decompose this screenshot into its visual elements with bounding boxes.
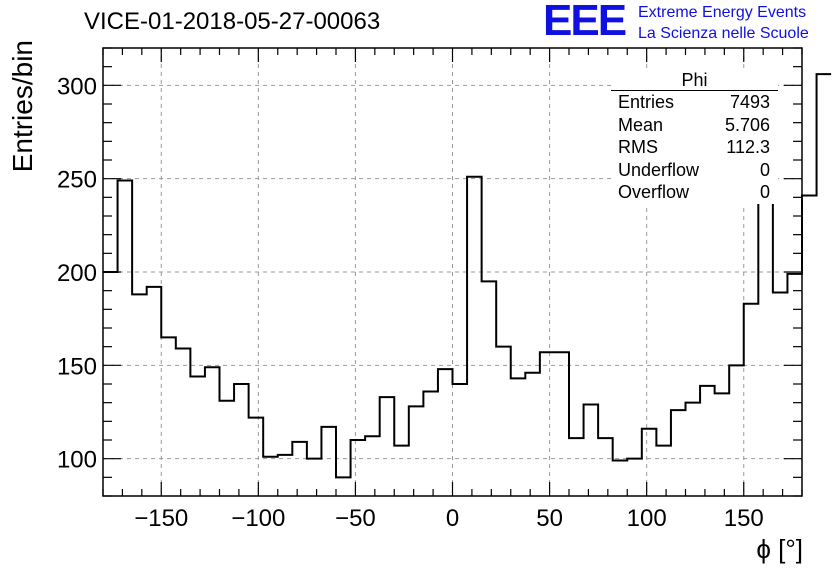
histogram-bin: [525, 373, 540, 496]
stats-label: Underflow: [618, 159, 700, 180]
y-tick-label: 300: [57, 73, 97, 100]
histogram-bin: [584, 405, 599, 496]
histogram-bin: [467, 177, 482, 496]
histogram-bin: [554, 352, 569, 496]
y-tick-labels: 100 150 200 250 300: [57, 73, 97, 473]
histogram-bin: [715, 393, 730, 496]
org-name-line2: La Scienza nelle Scuole: [638, 25, 809, 42]
histogram-bin: [482, 281, 497, 496]
histogram-bin: [409, 406, 424, 496]
histogram-bin: [671, 410, 686, 496]
histogram-bin: [394, 446, 409, 496]
histogram-bin: [423, 391, 438, 496]
histogram-bin: [686, 403, 701, 496]
histogram-bin: [365, 436, 380, 496]
histogram-bin: [176, 349, 191, 496]
eee-logo: EEE: [543, 0, 627, 45]
histogram-bin: [627, 459, 642, 496]
x-tick-label: −100: [231, 505, 285, 532]
stats-value: 112.3: [726, 137, 770, 158]
histogram-bin: [190, 377, 205, 496]
stats-row-underflow: Underflow 0: [611, 159, 778, 182]
x-tick-label: −150: [134, 505, 188, 532]
histogram-bin: [438, 369, 453, 496]
stats-row-mean: Mean 5.706: [611, 114, 778, 137]
histogram-bin: [263, 457, 278, 496]
histogram-bin: [132, 294, 147, 496]
histogram-bin: [729, 365, 744, 496]
histogram-bin: [787, 274, 802, 496]
x-tick-label: 100: [627, 505, 667, 532]
histogram-bin: [511, 378, 526, 496]
histogram-bin: [613, 461, 628, 496]
histogram-bin: [118, 181, 133, 496]
plot-frame: [102, 47, 803, 497]
y-axis-label: Entries/bin: [7, 40, 38, 172]
y-tick-label: 200: [57, 260, 97, 287]
histogram-bin: [336, 477, 351, 496]
histogram-bin: [773, 293, 788, 496]
stats-label: Entries: [618, 92, 675, 112]
run-title: VICE-01-2018-05-27-00063: [84, 8, 381, 35]
stats-label: Mean: [618, 114, 664, 135]
stats-row-rms: RMS 112.3: [611, 136, 778, 159]
histogram-bin: [817, 74, 832, 496]
histogram-bin: [249, 418, 264, 496]
stats-value: 7493: [729, 92, 770, 112]
org-name-line1: Extreme Energy Events: [638, 4, 807, 21]
histogram-bin: [278, 455, 293, 496]
x-tick-labels: −150 −100 −50 0 50 100 150: [134, 505, 764, 532]
histogram-bin: [758, 195, 773, 496]
histogram-bin: [205, 367, 220, 496]
histogram-bin: [540, 352, 555, 496]
stats-label: Overflow: [618, 182, 690, 203]
histogram-bin: [220, 401, 235, 496]
histogram-bin: [307, 459, 322, 496]
x-tick-label: 50: [536, 505, 563, 532]
histogram-bin: [642, 429, 657, 496]
histogram-bin: [656, 446, 671, 496]
histogram-bin: [351, 440, 366, 496]
y-tick-label: 250: [57, 167, 97, 194]
histogram-bin: [234, 384, 249, 496]
histogram-bin: [380, 397, 395, 496]
x-tick-label: 150: [724, 505, 764, 532]
stats-value: 5.706: [724, 114, 770, 135]
x-tick-label: 0: [446, 505, 459, 532]
stats-value: 0: [759, 182, 770, 203]
stats-row-entries: Entries 7493: [611, 91, 778, 114]
histogram-bin: [292, 442, 307, 496]
histogram-bin: [744, 304, 759, 496]
stats-value: 0: [759, 159, 770, 180]
histogram-bin: [496, 347, 511, 496]
y-tick-label: 150: [57, 353, 97, 380]
histogram-bin: [161, 337, 176, 496]
histogram-bin: [147, 287, 162, 496]
histogram-bin: [802, 195, 817, 496]
y-tick-label: 100: [57, 447, 97, 474]
histogram-bin: [453, 384, 468, 496]
histogram-outline: [103, 73, 832, 479]
x-axis-label: ϕ [°]: [756, 534, 803, 564]
stats-title: Phi: [611, 70, 778, 91]
histogram-bin: [700, 386, 715, 496]
histogram-bin: [321, 427, 336, 496]
stats-label: RMS: [618, 137, 658, 158]
histogram-bin: [598, 438, 613, 496]
stats-row-overflow: Overflow 0: [611, 181, 778, 204]
x-tick-label: −50: [335, 505, 376, 532]
stats-box: Phi Entries 7493 Mean 5.706 RMS 112.3 Un…: [611, 70, 778, 204]
histogram-bin: [569, 438, 584, 496]
